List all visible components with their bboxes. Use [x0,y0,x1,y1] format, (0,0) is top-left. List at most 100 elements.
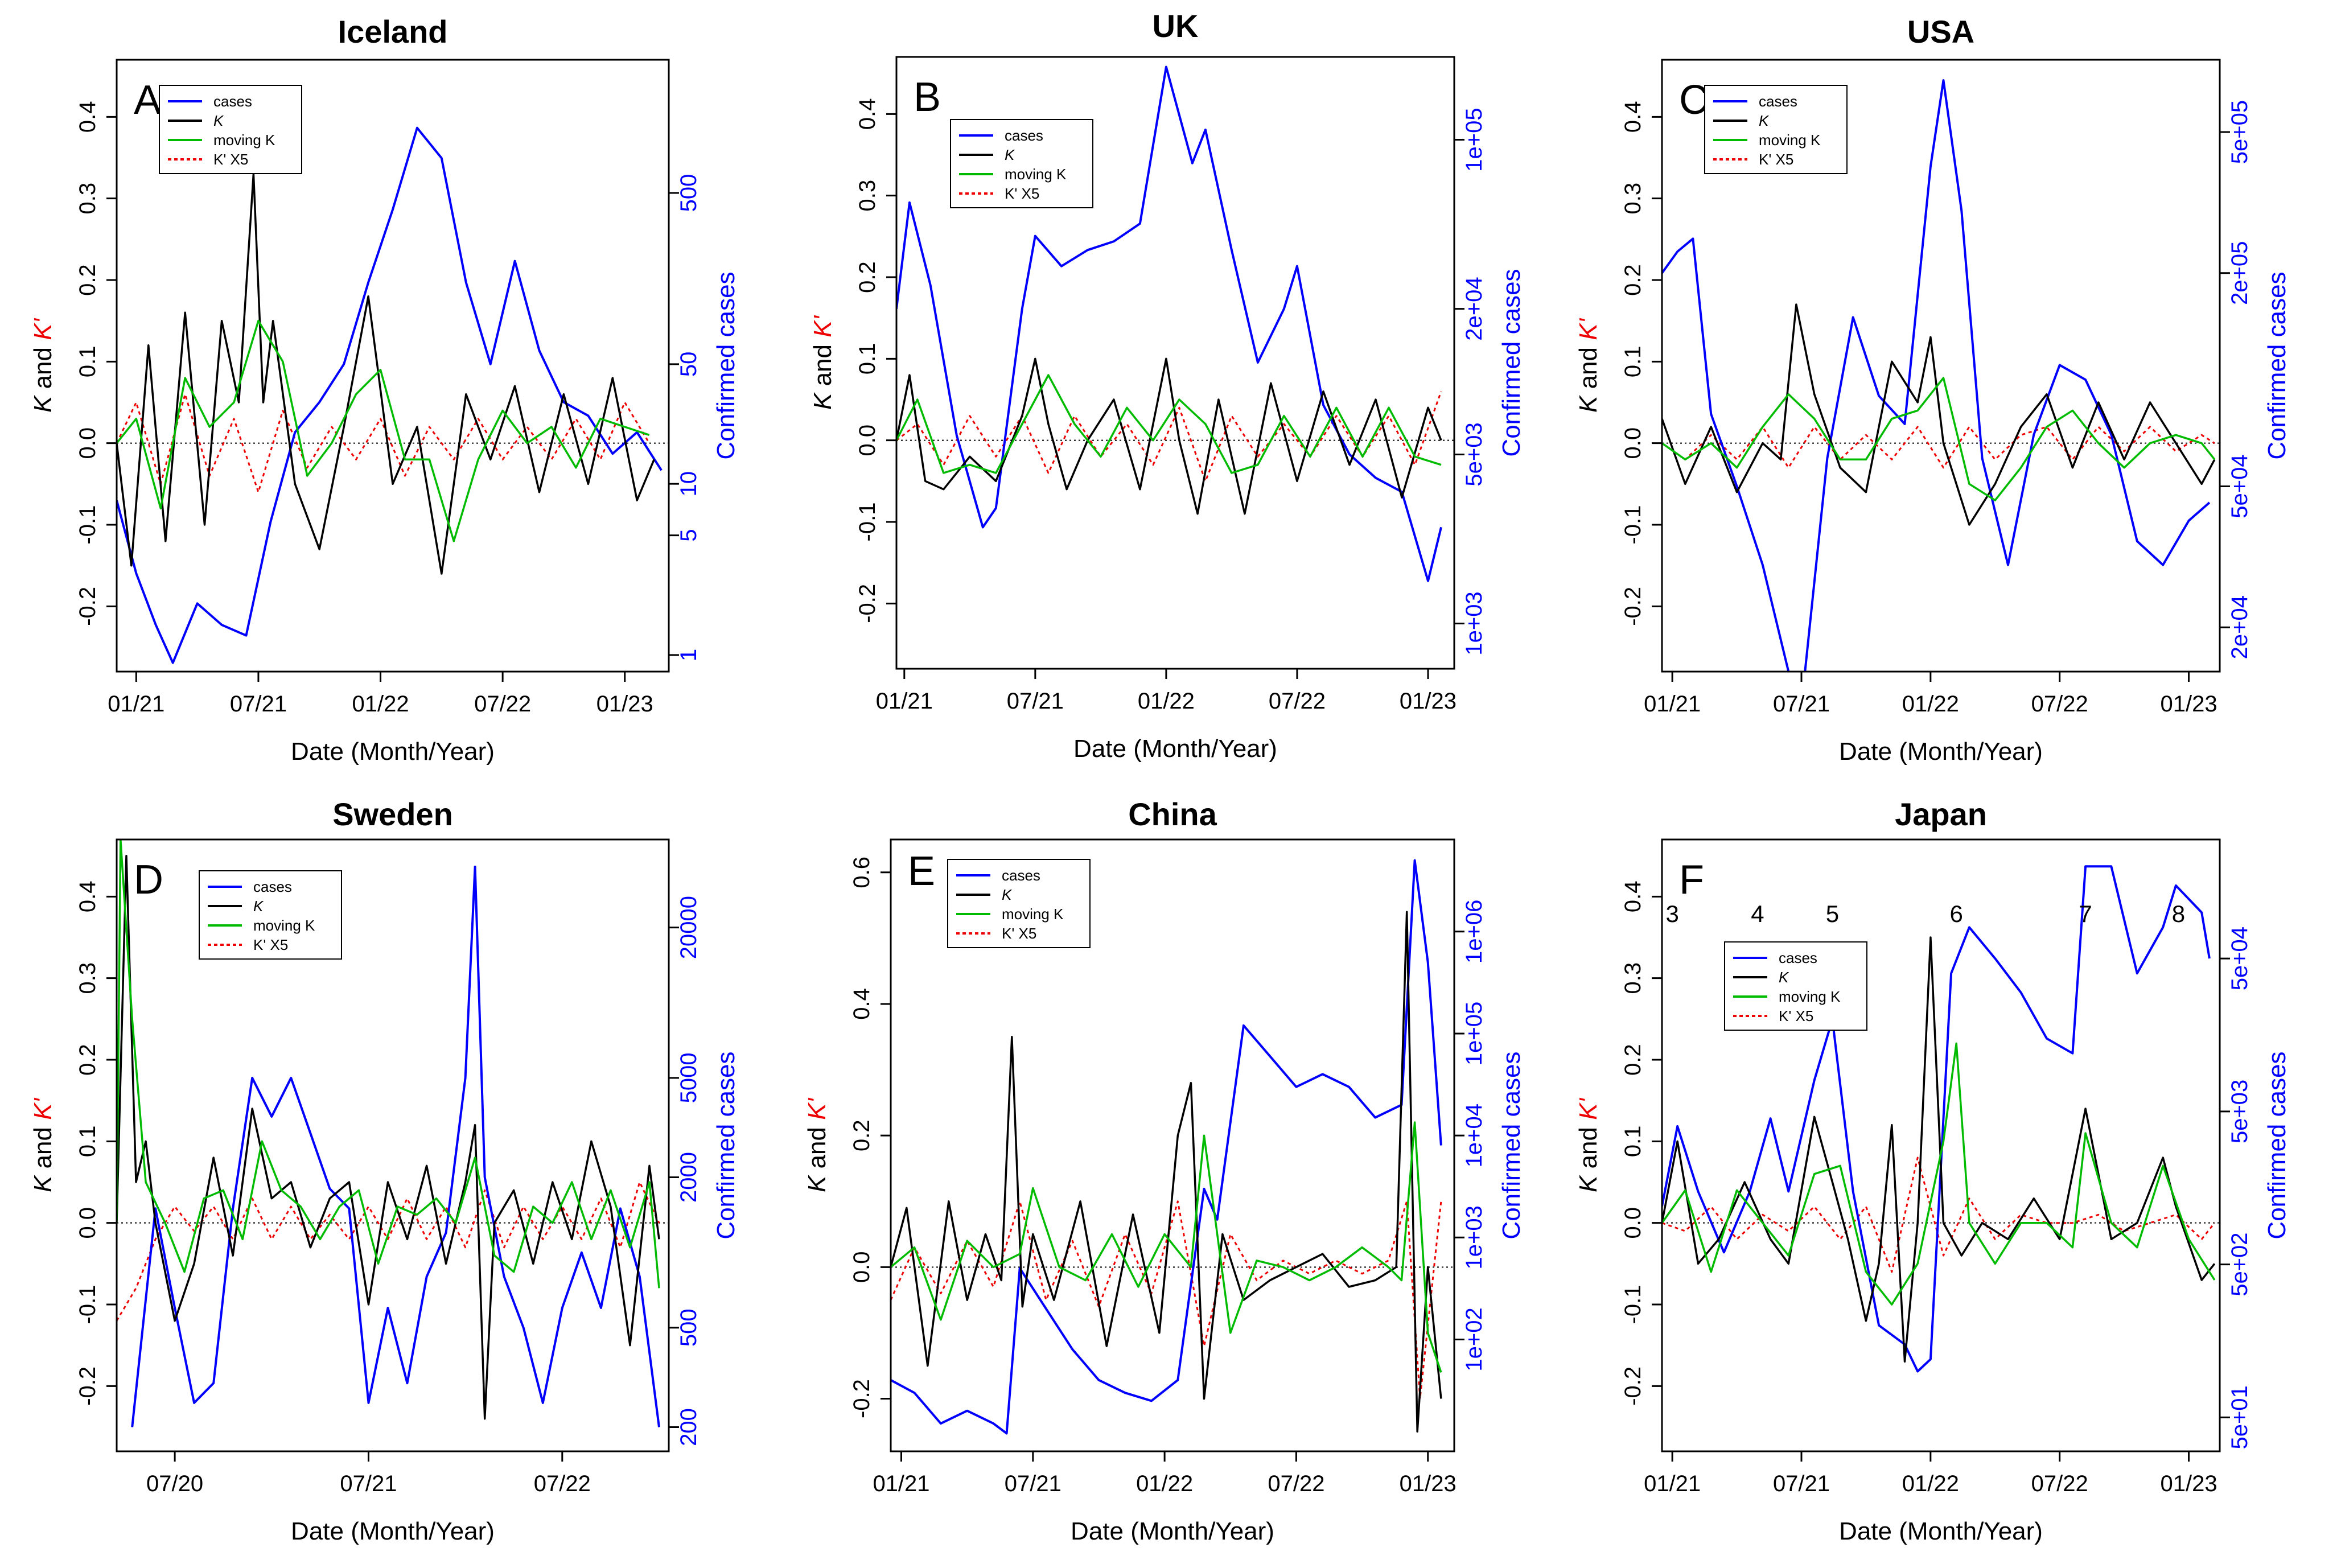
plot-frame [1661,59,2221,673]
legend-moving-k-label: moving K [1005,166,1067,183]
cases-line [1662,79,2211,672]
right-axis-title: Confirmed cases [1497,269,1525,456]
y-tick-label: -0.2 [75,587,100,626]
legend-k-prime-label: K' X5 [1005,185,1039,202]
panel-f: Japan -0.2 -0.1 0.0 0.1 0.2 0.3 0.4 5e+01 5e+02 5e… [1574,796,2291,1545]
legend-cases-label: cases [213,93,252,110]
legend-k-prime-label: K' X5 [213,151,248,168]
plot-frame [895,56,1455,670]
x-tick-label: 01/23 [596,692,653,717]
y-axis-title-k: K [1574,1175,1602,1192]
y-tick-label: 0.4 [1620,101,1645,133]
right-tick-label: 5e+03 [2227,1080,2252,1143]
moving-k-line [117,839,660,1289]
right-tick-label: 2000 [676,1152,701,1203]
y-axis-title-and: and [29,1120,57,1176]
y-axis-title: K and K' [1574,318,1602,413]
y-tick-label: 0.0 [75,1207,100,1239]
panel-title: Japan [1895,796,1987,832]
y-axis-title-and: and [1574,1120,1602,1176]
x-tick-label: 01/23 [1400,1471,1457,1496]
legend-cases-label: cases [1779,949,1817,966]
y-axis-title-kprime: K' [1574,1097,1602,1120]
y-axis-title-k: K [1574,395,1602,413]
y-axis-title: K and K' [1574,1097,1602,1192]
series-lines [117,839,660,1427]
x-tick-label: 01/23 [2161,692,2217,717]
legend-moving-k-label: moving K [1759,131,1821,149]
x-tick-label: 07/21 [1773,1471,1830,1496]
wave-label: 3 [1665,900,1678,927]
cases-line [1662,865,2211,1373]
x-tick-label: 01/23 [1400,689,1457,714]
right-tick-label: 1e+04 [1462,1104,1487,1167]
legend-moving-k-label: moving K [1779,988,1841,1005]
right-tick-label: 5e+04 [2227,454,2252,518]
y-tick-label: 0.0 [1620,427,1645,459]
right-tick-label: 200 [676,1408,701,1446]
y-tick-label: 0.2 [849,1120,874,1151]
x-tick-label: 07/22 [474,692,531,717]
right-tick-label: 5e+03 [1462,422,1487,486]
y-axis-title-k: K [29,395,57,413]
legend-k-prime-label: K' X5 [1779,1007,1813,1024]
right-axis-title: Confirmed cases [712,1051,740,1239]
x-axis-title: Date (Month/Year) [291,1517,495,1545]
panel-letter: C [1679,77,1709,123]
panel-e: China -0.2 0.0 0.2 0.4 0.6 1e+02 1e+03 1e+04 1e+0… [803,796,1525,1545]
x-tick-label: 07/20 [146,1471,203,1496]
right-tick-label: 5 [676,529,701,541]
x-tick-label: 07/22 [1269,689,1326,714]
right-tick-label: 5e+05 [2227,100,2252,164]
y-tick-label: 0.3 [75,183,100,215]
right-tick-label: 2e+04 [1462,277,1487,340]
panel-letter: E [908,849,935,894]
legend-k-label: K [1779,969,1789,986]
series-lines [1662,865,2216,1373]
series-lines [896,65,1442,582]
y-tick-label: 0.4 [849,988,874,1020]
cases-line [117,126,663,664]
k-prime-line [891,1200,1442,1400]
panel-letter: A [134,77,161,123]
cases-line [891,859,1442,1435]
y-tick-label: -0.1 [75,1285,100,1324]
x-tick-label: 07/22 [2031,692,2088,717]
y-tick-label: 0.2 [1620,264,1645,296]
plot-frame [1661,838,2221,1452]
y-tick-label: 0.3 [1620,183,1645,215]
legend-cases-label: cases [1002,867,1040,884]
legend-moving-k-label: moving K [213,131,275,149]
y-tick-label: 0.3 [855,180,880,212]
panel-title: Sweden [332,796,453,832]
right-tick-label: 5000 [676,1052,701,1103]
plot-frame [890,838,1455,1452]
panel-d: Sweden -0.2 -0.1 0.0 0.1 0.2 0.3 0.4 200 500 2000 5… [29,796,740,1545]
y-axis-title-kprime: K' [29,1097,57,1120]
y-axis-title-kprime: K' [1574,318,1602,340]
y-axis-title-and: and [29,340,57,396]
plot-frame [116,59,670,673]
panel-letter: B [914,75,941,120]
y-axis-title-k: K [809,392,837,410]
k-prime-line [1662,1157,2216,1273]
y-tick-label: 0.3 [75,962,100,994]
y-tick-label: 0.2 [75,1044,100,1076]
right-tick-label: 10 [676,471,701,497]
series-lines [1662,79,2216,672]
x-tick-label: 01/22 [1902,692,1959,717]
cases-line [131,865,660,1427]
k-line [1662,303,2216,526]
k-line [896,357,1442,515]
y-tick-label: -0.2 [855,584,880,623]
x-tick-label: 07/22 [534,1471,591,1496]
legend-k-label: K [1759,112,1770,129]
legend-k-label: K [1002,886,1013,903]
y-axis-title: K and K' [803,1097,831,1192]
y-axis-title-kprime: K' [803,1097,831,1120]
legend-k-label: K [253,898,264,915]
right-tick-label: 1e+03 [1462,591,1487,655]
